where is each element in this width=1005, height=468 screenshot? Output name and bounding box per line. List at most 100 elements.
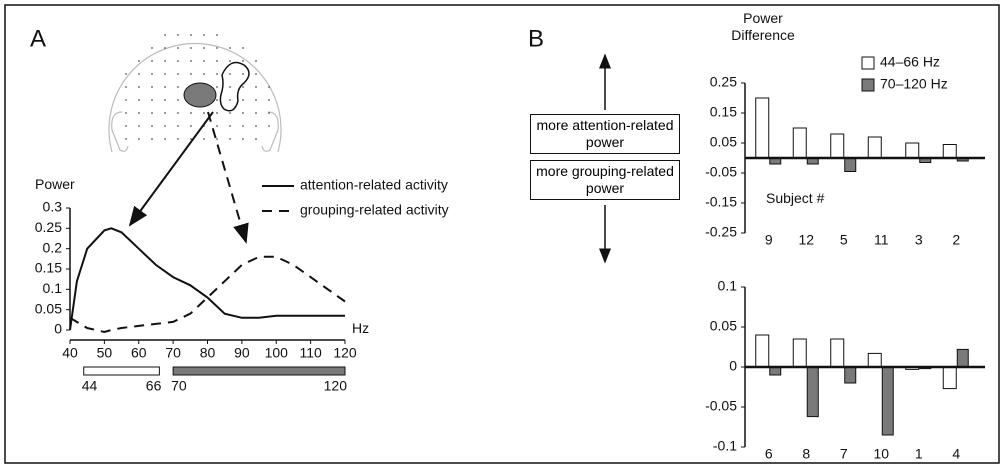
bar	[867, 352, 882, 368]
y-tick-label: 0.15	[710, 104, 737, 120]
electrode	[151, 138, 153, 140]
electrode	[138, 86, 140, 88]
electrode	[255, 73, 257, 75]
electrodes	[125, 34, 270, 140]
electrode	[242, 138, 244, 140]
x-tick-label: 8	[802, 446, 810, 462]
electrode	[242, 73, 244, 75]
bar	[792, 127, 807, 159]
electrode	[255, 60, 257, 62]
bar	[956, 348, 969, 368]
electrode	[190, 73, 192, 75]
frame	[4, 4, 1000, 464]
electrode	[190, 34, 192, 36]
electrode	[125, 125, 127, 127]
x-tick-label: 50	[97, 345, 113, 361]
electrode	[151, 99, 153, 101]
electrode	[229, 60, 231, 62]
bar	[806, 366, 819, 418]
electrode	[216, 47, 218, 49]
bar	[844, 366, 857, 384]
electrode	[229, 47, 231, 49]
electrode	[164, 125, 166, 127]
electrode	[125, 73, 127, 75]
bar	[792, 338, 807, 368]
y-tick-label: -0.25	[705, 224, 737, 240]
electrode	[177, 47, 179, 49]
y-tick-label: -0.15	[705, 194, 737, 210]
x-tick-label: 80	[200, 345, 216, 361]
x-tick-label: 110	[299, 345, 322, 361]
electrode	[190, 125, 192, 127]
bar	[867, 136, 882, 159]
annotation: more grouping-related power	[530, 160, 680, 200]
electrode	[125, 112, 127, 114]
y-tick-label: -0.05	[705, 164, 737, 180]
panel-label: B	[528, 25, 544, 52]
head	[108, 42, 282, 153]
electrode	[177, 34, 179, 36]
electrode	[216, 86, 218, 88]
electrode	[177, 99, 179, 101]
electrode	[203, 34, 205, 36]
band-label: 66	[146, 378, 162, 394]
x-axis-label: Hz	[352, 320, 370, 336]
electrode	[268, 125, 270, 127]
arrow	[128, 111, 214, 227]
series-line	[69, 227, 345, 331]
electrode	[177, 112, 179, 114]
electrode	[255, 99, 257, 101]
electrode	[164, 73, 166, 75]
electrode	[216, 34, 218, 36]
x-tick-label: 2	[952, 232, 960, 248]
x-tick-label: 1	[915, 446, 923, 462]
bar	[830, 133, 845, 159]
y-axis-label: Power Difference	[731, 10, 795, 43]
x-tick-label: 120	[333, 345, 357, 361]
y-tick-label: -0.1	[713, 438, 737, 454]
annotation: more attention-related power	[530, 114, 680, 154]
band-label: 44	[82, 378, 98, 394]
x-tick-label: 60	[131, 345, 147, 361]
electrode	[268, 86, 270, 88]
electrode	[138, 138, 140, 140]
electrode	[125, 99, 127, 101]
electrode	[242, 47, 244, 49]
y-tick-label: 0.15	[35, 260, 62, 276]
electrode	[242, 60, 244, 62]
bar	[844, 157, 857, 172]
x-tick-label: 9	[765, 232, 773, 248]
legend-label: attention-related activity	[300, 177, 448, 193]
electrode	[138, 60, 140, 62]
electrode	[255, 86, 257, 88]
legend-label: 70–120 Hz	[880, 76, 948, 92]
electrode	[190, 138, 192, 140]
band	[83, 366, 160, 376]
electrode	[125, 138, 127, 140]
bar	[942, 366, 957, 390]
electrode	[229, 112, 231, 114]
x-tick-label: 90	[234, 345, 250, 361]
y-tick-label: -0.05	[705, 398, 737, 414]
y-tick-label: 0	[54, 321, 62, 337]
x-axis-label: Subject #	[766, 190, 825, 206]
y-axis-label: Power	[35, 176, 75, 192]
y-tick-label: 0.25	[710, 74, 737, 90]
y-tick-label: 0.05	[710, 318, 737, 334]
electrode	[216, 125, 218, 127]
electrode	[164, 60, 166, 62]
electrode	[138, 99, 140, 101]
electrode	[229, 125, 231, 127]
band	[172, 366, 346, 376]
y-tick-label: 0.1	[43, 280, 63, 296]
electrode	[138, 125, 140, 127]
electrode	[242, 112, 244, 114]
bar	[755, 334, 770, 368]
bar	[755, 97, 770, 159]
electrode	[242, 125, 244, 127]
x-tick-label: 12	[798, 232, 814, 248]
electrode	[242, 86, 244, 88]
x-tick-label: 6	[765, 446, 773, 462]
x-tick-label: 4	[952, 446, 960, 462]
region	[183, 82, 217, 108]
